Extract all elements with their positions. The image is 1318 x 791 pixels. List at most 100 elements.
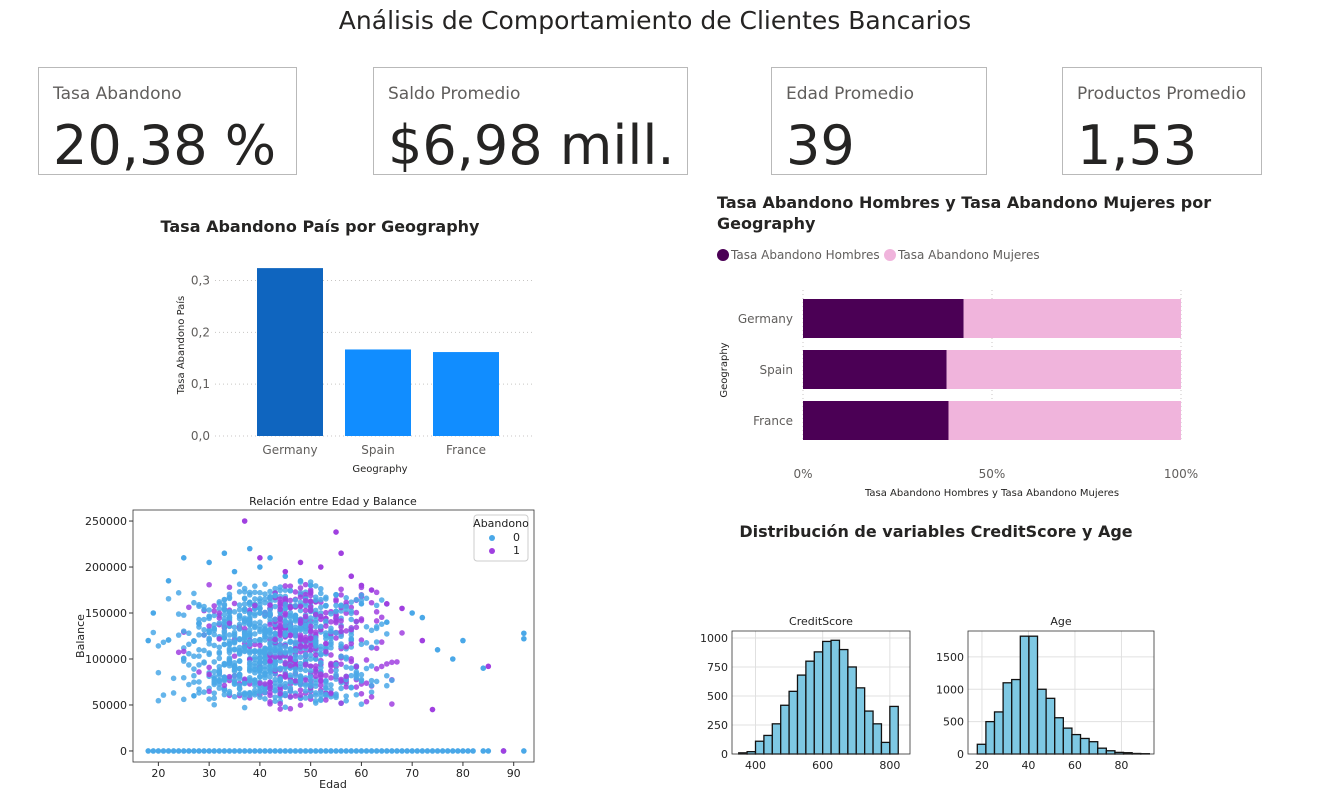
point-churn [180, 648, 187, 655]
point-no-churn [246, 748, 253, 754]
point-no-churn [211, 621, 218, 628]
point-no-churn [211, 668, 218, 675]
bar [345, 349, 411, 436]
point-no-churn [282, 748, 289, 754]
point-churn [282, 661, 289, 667]
point-churn [307, 647, 314, 654]
point-no-churn [383, 672, 390, 679]
kpi-card-tasa-abandono[interactable]: Tasa Abandono 20,38 % [38, 67, 297, 177]
point-churn [267, 685, 273, 692]
point-no-churn [318, 659, 324, 666]
point-churn [363, 680, 370, 686]
kpi-value: $6,98 mill. [388, 114, 675, 177]
point-no-churn [246, 632, 253, 639]
point-no-churn [155, 748, 162, 754]
point-no-churn [282, 630, 289, 636]
point-no-churn [231, 638, 238, 645]
point-no-churn [297, 673, 304, 680]
y-tick-label: 0,1 [191, 377, 210, 391]
y-axis-label: Tasa Abandono País [175, 296, 187, 396]
point-churn [373, 609, 380, 615]
point-no-churn [287, 748, 294, 754]
point-no-churn [267, 645, 273, 652]
point-no-churn [180, 555, 187, 561]
point-no-churn [373, 639, 380, 645]
point-no-churn [348, 684, 355, 691]
point-no-churn [429, 748, 436, 754]
point-no-churn [282, 587, 289, 593]
point-no-churn [262, 591, 268, 597]
point-no-churn [216, 600, 223, 607]
point-churn [394, 659, 400, 665]
x-tick-label: 40 [253, 767, 267, 780]
kpi-card-edad-promedio[interactable]: Edad Promedio 39 [771, 67, 987, 177]
point-churn [318, 671, 324, 677]
point-churn [353, 624, 360, 631]
point-no-churn [246, 545, 253, 552]
point-no-churn [318, 651, 324, 657]
point-no-churn [323, 635, 329, 642]
point-no-churn [180, 655, 187, 662]
y-tick-label: 0 [957, 748, 964, 761]
point-no-churn [175, 590, 182, 596]
point-no-churn [323, 691, 329, 698]
point-churn [348, 573, 355, 580]
point-churn [323, 672, 329, 679]
point-no-churn [348, 665, 355, 671]
point-churn [297, 559, 304, 566]
y-tick-label: 0,3 [191, 274, 210, 288]
point-no-churn [257, 655, 263, 661]
point-churn [378, 639, 385, 645]
point-no-churn [221, 628, 228, 634]
point-no-churn [241, 635, 248, 641]
x-tick-label: 60 [1068, 759, 1082, 772]
point-no-churn [196, 662, 202, 668]
point-churn [297, 637, 304, 643]
point-churn [302, 581, 309, 588]
point-no-churn [323, 618, 329, 624]
kpi-card-productos-promedio[interactable]: Productos Promedio 1,53 [1062, 67, 1262, 177]
point-no-churn [328, 682, 334, 688]
point-no-churn [236, 621, 243, 628]
point-no-churn [231, 646, 238, 652]
point-no-churn [252, 748, 258, 754]
point-no-churn [302, 622, 309, 629]
point-no-churn [292, 629, 299, 635]
kpi-card-saldo-promedio[interactable]: Saldo Promedio $6,98 mill. [373, 67, 688, 177]
point-no-churn [282, 605, 289, 612]
point-no-churn [338, 685, 344, 692]
point-no-churn [328, 635, 334, 642]
point-no-churn [201, 689, 207, 695]
point-no-churn [231, 631, 238, 638]
point-churn [292, 693, 299, 699]
histogram-bar [1036, 688, 1047, 755]
point-churn [302, 637, 309, 644]
histogram-bar [822, 640, 832, 755]
point-no-churn [277, 636, 284, 643]
point-no-churn [226, 641, 233, 648]
point-no-churn [277, 666, 284, 672]
point-no-churn [186, 650, 192, 657]
point-no-churn [257, 694, 263, 701]
histogram-bar [1019, 635, 1030, 755]
x-tick-label: 50% [979, 467, 1006, 481]
point-no-churn [318, 643, 324, 650]
point-no-churn [521, 630, 527, 637]
point-no-churn [272, 661, 278, 667]
point-no-churn [373, 748, 380, 754]
point-no-churn [460, 748, 466, 754]
point-no-churn [252, 666, 258, 672]
point-no-churn [216, 620, 223, 626]
point-no-churn [399, 748, 405, 754]
point-no-churn [343, 698, 349, 704]
point-churn [312, 611, 319, 618]
point-churn [257, 680, 263, 686]
point-no-churn [257, 685, 263, 691]
point-churn [307, 663, 314, 669]
point-no-churn [252, 624, 258, 631]
x-tick-label: 80 [1114, 759, 1128, 772]
point-no-churn [333, 591, 339, 598]
point-no-churn [318, 664, 324, 671]
point-no-churn [221, 748, 228, 754]
point-no-churn [236, 615, 243, 622]
